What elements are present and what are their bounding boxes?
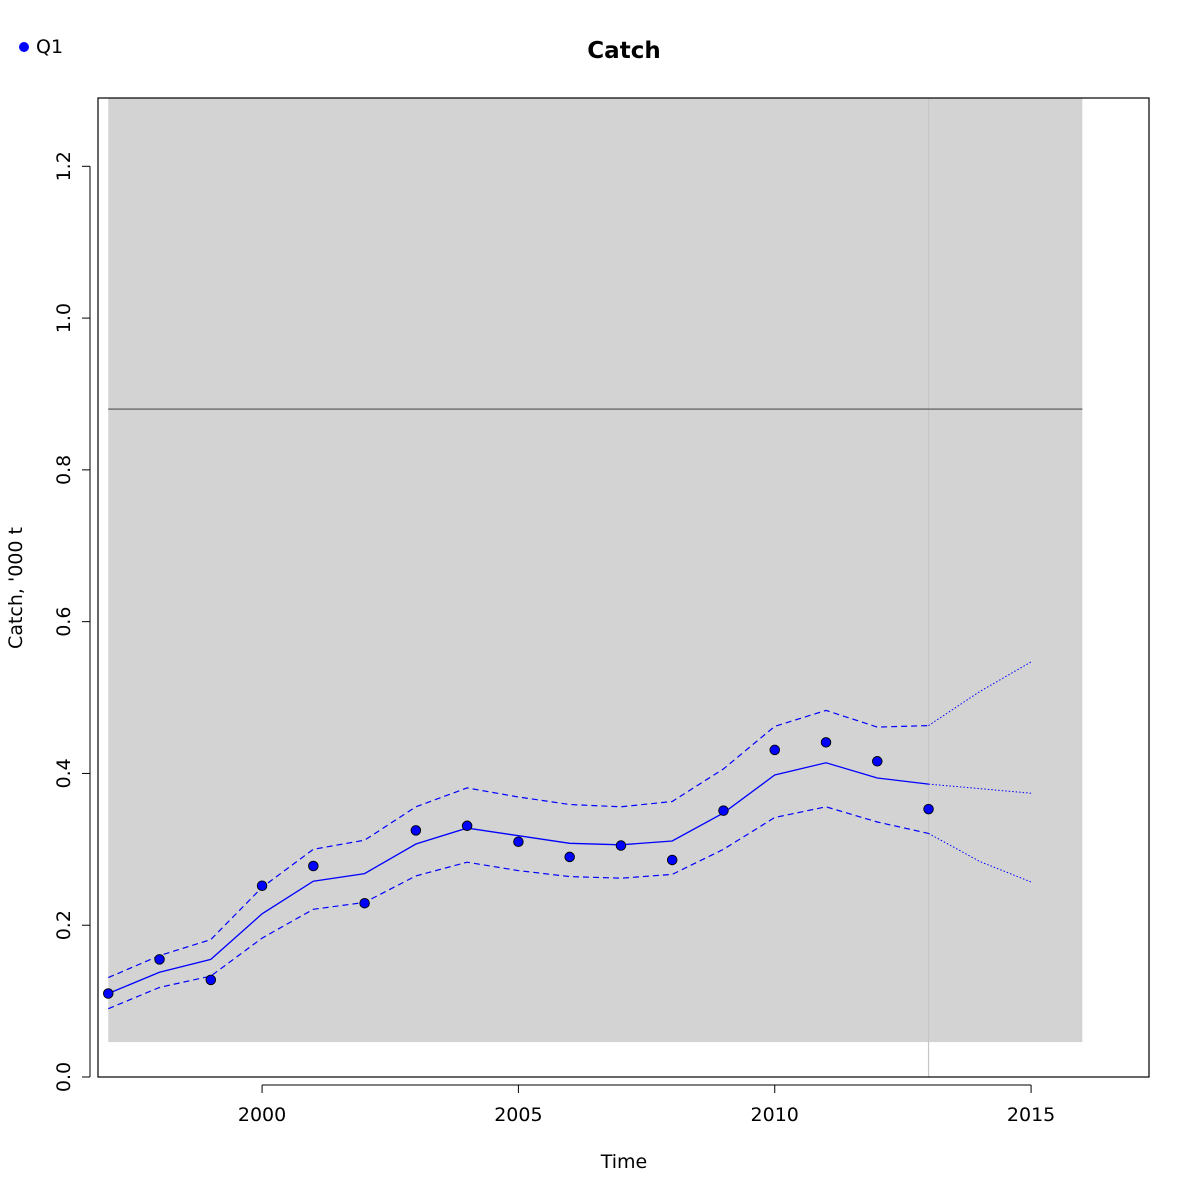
- fit-lower-line: [108, 806, 929, 1010]
- projection-lower-line: [928, 832, 1032, 883]
- observed-point: [923, 803, 934, 815]
- y-tick-label: 1.0: [53, 303, 75, 333]
- observed-point: [154, 954, 165, 965]
- observed-point: [461, 820, 473, 832]
- shaded-band: [108, 98, 1083, 1043]
- x-tick-label: 2015: [1007, 1104, 1055, 1126]
- observed-point: [820, 737, 832, 748]
- fit-median-line: [108, 762, 929, 995]
- legend: Q1: [19, 36, 63, 58]
- y-tick-label: 0.0: [53, 1062, 75, 1092]
- y-axis-label: Catch, '000 t: [5, 527, 27, 649]
- legend-marker-q1: [19, 42, 29, 52]
- y-tick-label: 0.6: [53, 607, 75, 637]
- plot-frame: [97, 97, 1150, 1078]
- y-tick-label: 1.2: [53, 151, 75, 181]
- observed-point: [205, 974, 217, 986]
- plot-area: 2000 2005 2010 2015 0.0 0.2 0.4 0.6 0.8 1.0 1.2: [53, 97, 1150, 1126]
- observed-point: [872, 756, 883, 767]
- x-tick-label: 2000: [238, 1104, 286, 1126]
- y-tick-label: 0.8: [53, 455, 75, 485]
- x-tick-label: 2005: [494, 1104, 542, 1126]
- observed-point: [359, 897, 370, 909]
- legend-label-q1: Q1: [36, 36, 63, 58]
- observed-point: [308, 860, 319, 872]
- y-tick-label: 0.2: [53, 910, 75, 940]
- observed-point: [513, 836, 524, 847]
- observed-point: [666, 854, 678, 866]
- chart-title: Catch: [587, 38, 660, 64]
- x-tick-label: 2010: [751, 1104, 799, 1126]
- observed-point: [256, 880, 268, 892]
- observed-point: [718, 805, 729, 816]
- observed-point: [410, 825, 422, 836]
- y-tick-label: 0.4: [53, 758, 75, 788]
- observed-point: [564, 851, 575, 863]
- x-axis-label: Time: [600, 1151, 648, 1173]
- observed-point: [615, 840, 627, 851]
- observed-point: [769, 744, 780, 756]
- observed-point: [103, 988, 114, 999]
